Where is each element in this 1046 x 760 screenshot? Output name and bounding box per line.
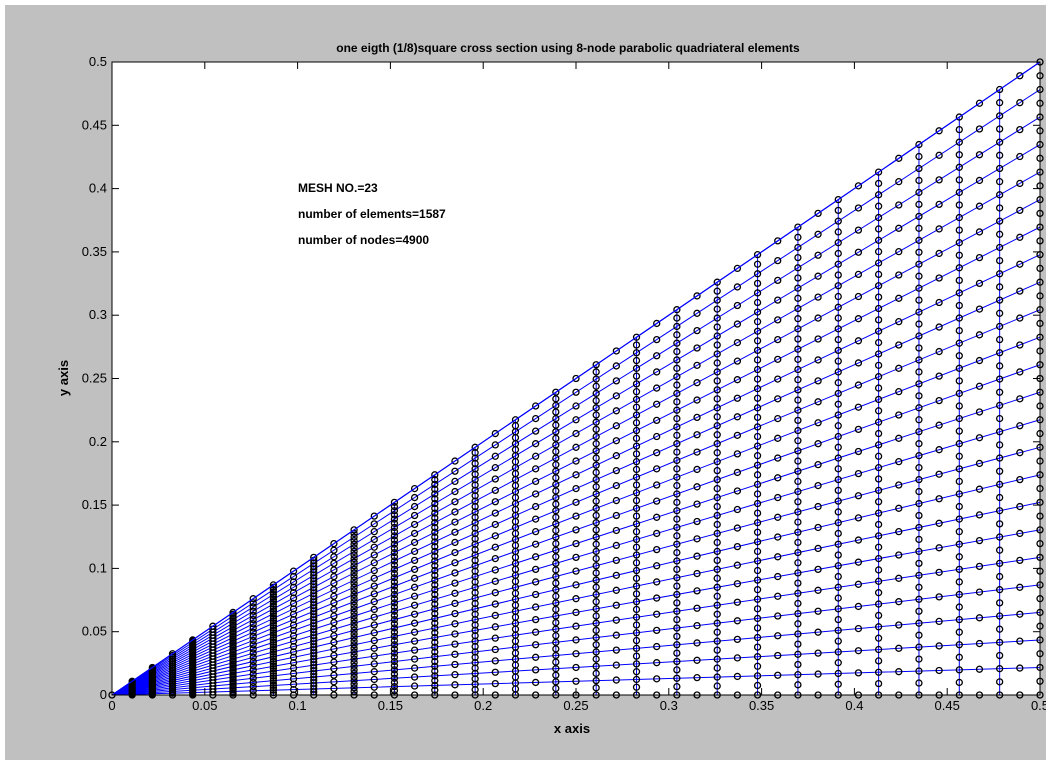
- y-tick-label: 0.35: [82, 244, 107, 259]
- x-tick-label: 0.5: [1031, 698, 1046, 713]
- y-tick-label: 0: [100, 687, 107, 702]
- chart-title: one eigth (1/8)square cross section usin…: [336, 41, 800, 55]
- x-tick-label: 0.15: [378, 698, 403, 713]
- x-tick-label: 0.1: [289, 698, 307, 713]
- y-tick-label: 0.15: [82, 497, 107, 512]
- x-tick-label: 0.25: [563, 698, 588, 713]
- x-tick-label: 0.2: [474, 698, 492, 713]
- x-tick-label: 0.45: [935, 698, 960, 713]
- annotation-element-count: number of elements=1587: [298, 207, 446, 221]
- y-tick-label: 0.05: [82, 624, 107, 639]
- x-tick-label: 0.4: [845, 698, 863, 713]
- x-tick-label: 0.05: [192, 698, 217, 713]
- x-axis-label: x axis: [554, 721, 590, 736]
- x-tick-label: 0: [108, 698, 115, 713]
- y-tick-label: 0.2: [89, 434, 107, 449]
- x-tick-label: 0.3: [660, 698, 678, 713]
- y-tick-label: 0.5: [89, 54, 107, 69]
- x-ticks: 0 0.05 0.1 0.15 0.2 0.25 0.3 0.35 0.4 0.45 0.5: [108, 62, 1046, 713]
- y-tick-label: 0.1: [89, 560, 107, 575]
- x-tick-label: 0.35: [749, 698, 774, 713]
- y-tick-label: 0.3: [89, 307, 107, 322]
- annotation-node-count: number of nodes=4900: [298, 233, 429, 247]
- annotation-mesh-number: MESH NO.=23: [298, 181, 378, 195]
- y-axis-label: y axis: [56, 360, 71, 396]
- y-tick-label: 0.4: [89, 181, 107, 196]
- domain-boundary-edge: [111, 61, 1041, 696]
- y-tick-label: 0.25: [82, 371, 107, 386]
- y-tick-label: 0.45: [82, 117, 107, 132]
- y-ticks: 0 0.05 0.1 0.15 0.2 0.25 0.3 0.35 0.4 0.45 0.5: [82, 54, 1040, 702]
